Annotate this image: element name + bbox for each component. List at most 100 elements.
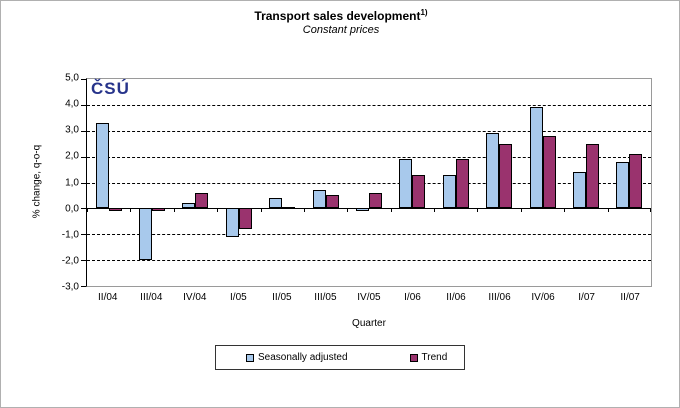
x-tick-label: I/05 bbox=[230, 292, 247, 303]
category-cell bbox=[217, 79, 260, 286]
bar-trend bbox=[412, 174, 426, 209]
gridline bbox=[87, 182, 651, 184]
bar-seasonally-adjusted bbox=[95, 122, 109, 209]
x-axis-tick bbox=[87, 208, 88, 213]
x-axis-tick bbox=[173, 208, 175, 213]
bar-trend bbox=[455, 159, 469, 209]
y-tick-label: -1,0 bbox=[61, 229, 79, 241]
x-axis-title: Quarter bbox=[352, 318, 386, 329]
gridline bbox=[87, 234, 651, 236]
bar-seasonally-adjusted bbox=[442, 174, 456, 209]
x-tick-label: II/04 bbox=[98, 292, 118, 303]
y-tick-label: -2,0 bbox=[61, 255, 79, 267]
x-tick-label: IV/06 bbox=[531, 292, 555, 303]
bar-seasonally-adjusted bbox=[616, 161, 630, 209]
y-axis-tick-labels: 5,0 4,0 3,0 2,0 1,0 0,0 -1,0 -2,0 -3,0 bbox=[37, 73, 79, 293]
x-tick-label: II/05 bbox=[272, 292, 292, 303]
x-tick-label: IV/05 bbox=[357, 292, 381, 303]
bar-seasonally-adjusted bbox=[182, 203, 196, 209]
y-tick-label: 5,0 bbox=[65, 72, 79, 84]
x-axis-tick bbox=[564, 208, 566, 213]
x-axis-tick bbox=[434, 208, 436, 213]
chart-title: Transport sales development1) bbox=[1, 8, 679, 23]
bar-trend bbox=[585, 143, 599, 209]
category-cell bbox=[434, 79, 477, 286]
bar-trend bbox=[195, 192, 209, 209]
bar-trend bbox=[368, 192, 382, 209]
category-cell bbox=[608, 79, 651, 286]
bar-seasonally-adjusted bbox=[572, 172, 586, 209]
bar-trend bbox=[238, 208, 252, 230]
y-axis-tick bbox=[81, 104, 86, 106]
category-cell bbox=[391, 79, 434, 286]
gridline bbox=[87, 104, 651, 106]
plot-area: ČSÚ bbox=[81, 78, 652, 287]
x-tick-label: III/06 bbox=[488, 292, 511, 303]
gridline bbox=[87, 156, 651, 158]
chart-title-text: Transport sales development bbox=[254, 9, 421, 23]
y-tick-label: 0,0 bbox=[65, 203, 79, 215]
x-tick-label: III/05 bbox=[314, 292, 337, 303]
legend-item-seasonally-adjusted: Seasonally adjusted bbox=[246, 352, 348, 363]
bar-trend bbox=[499, 143, 513, 209]
bar-trend bbox=[108, 208, 122, 211]
category-cell bbox=[130, 79, 173, 286]
category-cell bbox=[521, 79, 564, 286]
legend: Seasonally adjusted Trend bbox=[215, 345, 465, 370]
gridline bbox=[87, 260, 651, 262]
y-axis-tick bbox=[81, 286, 86, 287]
y-axis-tick bbox=[81, 208, 86, 210]
legend-swatch-seasonally-adjusted-icon bbox=[246, 353, 254, 362]
bar-seasonally-adjusted bbox=[355, 208, 369, 211]
y-axis-tick bbox=[81, 156, 86, 158]
y-tick-label: 4,0 bbox=[65, 98, 79, 110]
y-axis-tick bbox=[81, 130, 86, 132]
bar-seasonally-adjusted bbox=[269, 198, 283, 209]
y-tick-label: 3,0 bbox=[65, 124, 79, 136]
legend-label: Trend bbox=[421, 352, 448, 363]
bar-seasonally-adjusted bbox=[312, 190, 326, 209]
x-axis-tick bbox=[303, 208, 305, 213]
y-tick-label: 1,0 bbox=[65, 177, 79, 188]
chart-title-footnote-marker: 1) bbox=[420, 8, 428, 17]
x-axis-tick-labels: II/04 III/04 IV/04 I/05 II/05 III/05 IV/05 I/06… bbox=[86, 292, 652, 303]
bar-trend bbox=[152, 208, 166, 211]
y-tick-label: -3,0 bbox=[61, 281, 79, 293]
gridline bbox=[87, 130, 651, 132]
bar-seasonally-adjusted bbox=[529, 107, 543, 209]
x-tick-label: IV/04 bbox=[183, 292, 207, 303]
bar-seasonally-adjusted bbox=[139, 208, 153, 261]
bar-seasonally-adjusted bbox=[399, 159, 413, 209]
x-tick-label: I/06 bbox=[404, 292, 421, 303]
x-axis-line bbox=[87, 208, 651, 210]
y-axis-tick bbox=[81, 182, 86, 184]
bar-seasonally-adjusted bbox=[486, 133, 500, 209]
x-axis-tick bbox=[390, 208, 392, 213]
category-cell bbox=[87, 79, 130, 286]
bar-trend bbox=[629, 154, 643, 209]
category-cell bbox=[261, 79, 304, 286]
chart-subtitle: Constant prices bbox=[302, 24, 380, 36]
x-axis-tick bbox=[217, 208, 219, 213]
x-tick-label: II/07 bbox=[620, 292, 640, 303]
category-cell bbox=[347, 79, 390, 286]
bar-seasonally-adjusted bbox=[225, 208, 239, 237]
x-axis-tick bbox=[130, 208, 132, 213]
x-tick-label: I/07 bbox=[578, 292, 595, 303]
x-axis-tick bbox=[650, 208, 651, 213]
x-tick-label: III/04 bbox=[140, 292, 163, 303]
x-tick-label: II/06 bbox=[446, 292, 466, 303]
x-axis-tick bbox=[260, 208, 262, 213]
category-cell bbox=[174, 79, 217, 286]
category-cell bbox=[477, 79, 520, 286]
legend-swatch-trend-icon bbox=[409, 353, 418, 362]
x-axis-tick bbox=[607, 208, 609, 213]
bar-trend bbox=[325, 195, 339, 209]
bar-trend bbox=[542, 135, 556, 209]
legend-label: Seasonally adjusted bbox=[258, 352, 348, 363]
y-axis-tick bbox=[81, 260, 86, 262]
category-cell bbox=[304, 79, 347, 286]
bar-trend bbox=[282, 207, 296, 210]
x-axis-tick bbox=[477, 208, 479, 213]
